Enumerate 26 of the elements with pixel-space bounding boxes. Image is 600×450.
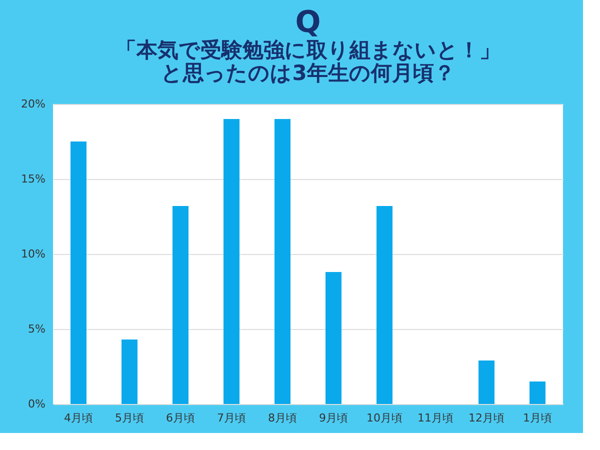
bar [326, 272, 342, 404]
x-tick-label: 12月頃 [468, 412, 504, 424]
x-tick-label: 5月頃 [115, 412, 144, 424]
bar [274, 119, 290, 404]
bar [224, 119, 240, 404]
bar [530, 382, 546, 404]
y-tick-label: 5% [28, 322, 46, 336]
bar [376, 206, 392, 404]
x-tick-label: 8月頃 [268, 412, 297, 424]
y-tick-label: 0% [28, 398, 46, 410]
x-tick-label: 9月頃 [319, 412, 348, 424]
x-tick-label: 1月頃 [523, 412, 552, 424]
chart-title: Q [295, 5, 321, 40]
y-tick-label: 20% [21, 98, 46, 110]
bar [122, 340, 138, 404]
chart-subtitle: 「本気で受験勉強に取り組まないと！」と思ったのは3年生の何月頃？ [116, 38, 500, 85]
bar [70, 142, 86, 404]
x-tick-label: 6月頃 [166, 412, 195, 424]
x-tick-label: 10月頃 [366, 412, 402, 424]
bar [478, 360, 494, 404]
bar [172, 206, 188, 404]
x-tick-label: 7月頃 [217, 412, 246, 424]
x-tick-label: 4月頃 [64, 412, 93, 424]
y-tick-label: 10% [21, 248, 46, 260]
y-tick-label: 15% [21, 172, 46, 186]
x-tick-label: 11月頃 [418, 412, 454, 424]
